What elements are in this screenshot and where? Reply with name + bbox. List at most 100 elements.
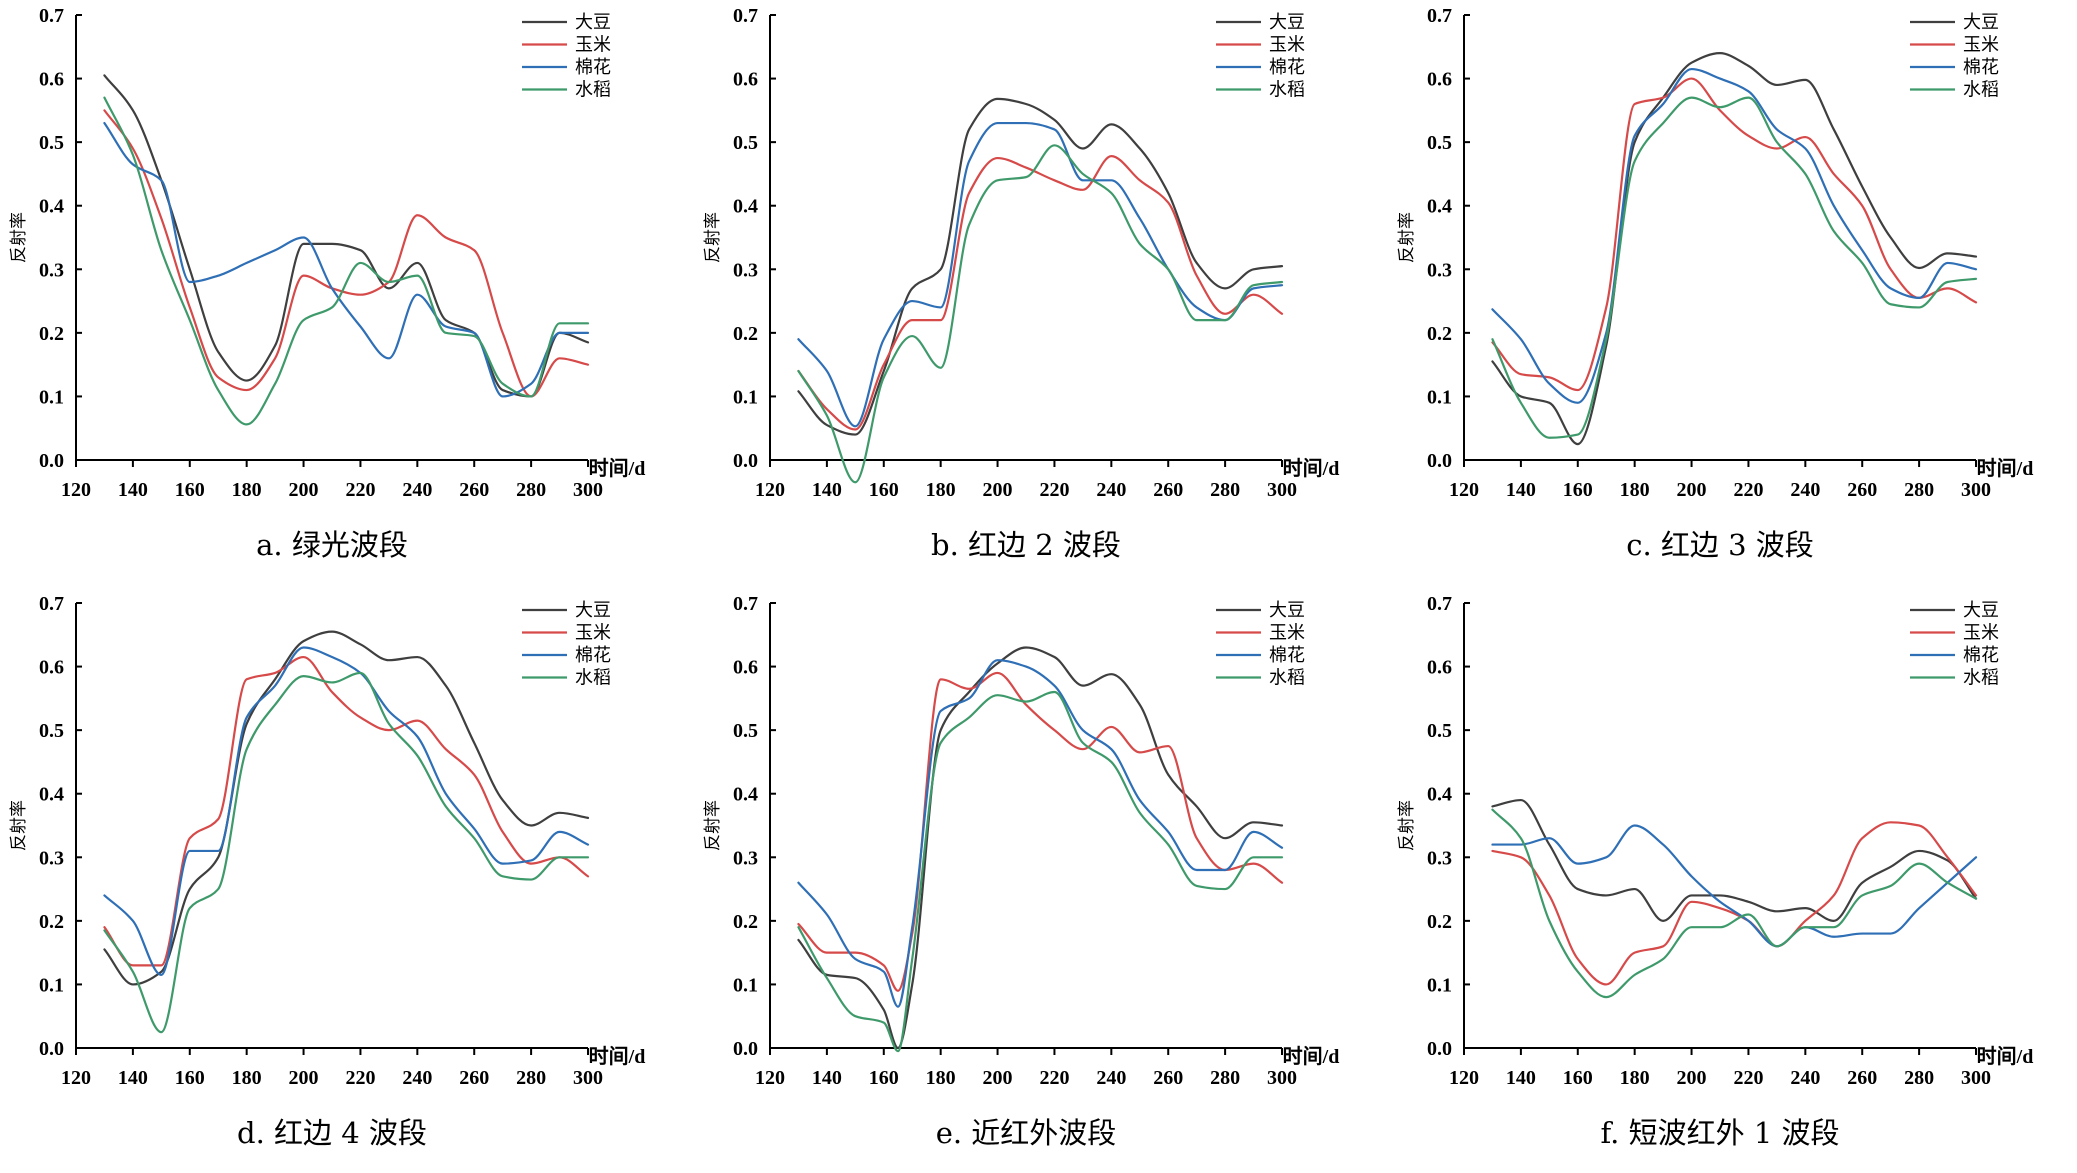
x-axis-title: 时间/d [1283,457,1340,480]
x-tick-label: 180 [232,479,262,501]
caption-c: c. 红边 3 波段 [1626,528,1814,562]
legend-label-大豆: 大豆 [1269,12,1305,33]
y-tick-label: 0.1 [733,974,758,996]
series-line-棉花 [103,121,590,398]
legend-label-玉米: 玉米 [575,623,611,644]
x-tick-label: 160 [869,479,899,501]
x-tick-label: 180 [926,479,956,501]
x-tick-label: 160 [175,1067,205,1089]
series-line-棉花 [1491,67,1978,404]
x-tick-label: 240 [1790,1067,1820,1089]
series-line-大豆 [103,74,590,398]
x-tick-label: 200 [983,1067,1013,1089]
y-tick-label: 0.5 [39,720,64,742]
chart-panel-a: 0.0 0.1 0.2 0.3 0.4 0.5 0.6 0.7 120 140 160 180 200 2… [9,5,646,501]
x-tick-label: 260 [459,1067,489,1089]
y-tick-label: 0.6 [733,69,758,91]
y-tick-label: 0.3 [733,847,758,869]
y-tick-label: 0.7 [733,5,758,27]
y-tick-label: 0.0 [1427,450,1452,472]
y-axis-title: 反射率 [1397,800,1417,851]
y-axis-title: 反射率 [1397,212,1417,263]
x-axis-title: 时间/d [589,1045,646,1068]
chart-panel-d: 0.0 0.1 0.2 0.3 0.4 0.5 0.6 0.7 120 140 160 180 200 2… [9,593,646,1089]
x-tick-label: 140 [118,479,148,501]
y-tick-label: 0.2 [733,911,758,933]
y-tick-label: 0.6 [1427,657,1452,679]
series-line-玉米 [797,155,1284,431]
series-line-水稻 [1491,808,1978,999]
x-tick-label: 120 [61,479,91,501]
y-tick-label: 0.7 [1427,5,1452,27]
series-line-大豆 [103,630,590,986]
chart-panel-b: 0.0 0.1 0.2 0.3 0.4 0.5 0.6 0.7 120 140 160 180 200 2… [703,5,1340,501]
legend-label-棉花: 棉花 [1963,57,1999,78]
y-tick-label: 0.4 [1427,196,1452,218]
legend-label-水稻: 水稻 [575,80,611,101]
x-tick-label: 300 [1267,479,1297,501]
y-tick-label: 0.2 [1427,911,1452,933]
y-tick-label: 0.0 [39,450,64,472]
y-tick-label: 0.0 [39,1038,64,1060]
y-tick-label: 0.2 [733,323,758,345]
y-tick-label: 0.7 [1427,593,1452,615]
x-tick-label: 220 [1039,479,1069,501]
y-tick-label: 0.7 [39,593,64,615]
x-tick-label: 120 [61,1067,91,1089]
legend-label-大豆: 大豆 [1269,600,1305,621]
series-line-大豆 [1491,798,1978,922]
x-tick-label: 180 [1620,479,1650,501]
y-tick-label: 0.1 [1427,386,1452,408]
series-line-大豆 [797,646,1284,1050]
legend-label-水稻: 水稻 [1269,668,1305,689]
y-tick-label: 0.6 [733,657,758,679]
y-tick-label: 0.1 [39,974,64,996]
x-tick-label: 280 [1210,1067,1240,1089]
y-tick-label: 0.5 [1427,720,1452,742]
y-tick-label: 0.4 [733,196,758,218]
x-tick-label: 180 [1620,1067,1650,1089]
legend-label-玉米: 玉米 [1269,35,1305,56]
x-tick-label: 280 [516,479,546,501]
x-tick-label: 120 [755,1067,785,1089]
x-tick-label: 140 [812,479,842,501]
y-tick-label: 0.0 [733,1038,758,1060]
x-axis-title: 时间/d [1283,1045,1340,1068]
x-tick-label: 140 [1506,479,1536,501]
x-axis-title: 时间/d [1977,457,2034,480]
x-tick-label: 260 [1847,479,1877,501]
legend-label-大豆: 大豆 [575,600,611,621]
legend-label-棉花: 棉花 [575,57,611,78]
x-tick-label: 120 [755,479,785,501]
x-tick-label: 280 [1210,479,1240,501]
series-line-水稻 [797,144,1284,484]
y-tick-label: 0.3 [39,259,64,281]
caption-e: e. 近红外波段 [935,1116,1117,1150]
x-tick-label: 200 [1677,1067,1707,1089]
chart-panel-f: 0.0 0.1 0.2 0.3 0.4 0.5 0.6 0.7 120 140 160 180 200 2… [1397,593,2034,1089]
y-tick-label: 0.1 [1427,974,1452,996]
legend-label-水稻: 水稻 [1269,80,1305,101]
x-tick-label: 220 [345,479,375,501]
x-axis-title: 时间/d [1977,1045,2034,1068]
x-tick-label: 240 [1096,479,1126,501]
series-line-棉花 [103,646,590,976]
x-tick-label: 300 [573,1067,603,1089]
chart-panel-c: 0.0 0.1 0.2 0.3 0.4 0.5 0.6 0.7 120 140 160 180 200 2… [1397,5,2034,501]
x-tick-label: 220 [1733,1067,1763,1089]
caption-d: d. 红边 4 波段 [237,1116,427,1150]
y-tick-label: 0.5 [733,132,758,154]
x-axis-title: 时间/d [589,457,646,480]
x-tick-label: 180 [926,1067,956,1089]
legend-label-大豆: 大豆 [1963,600,1999,621]
legend-label-棉花: 棉花 [1963,645,1999,666]
x-tick-label: 240 [402,1067,432,1089]
y-tick-label: 0.4 [1427,784,1452,806]
series-line-玉米 [1491,77,1978,392]
legend-label-棉花: 棉花 [1269,57,1305,78]
series-line-大豆 [797,97,1284,436]
y-tick-label: 0.6 [1427,69,1452,91]
x-tick-label: 140 [1506,1067,1536,1089]
x-tick-label: 240 [402,479,432,501]
series-line-玉米 [103,109,590,398]
